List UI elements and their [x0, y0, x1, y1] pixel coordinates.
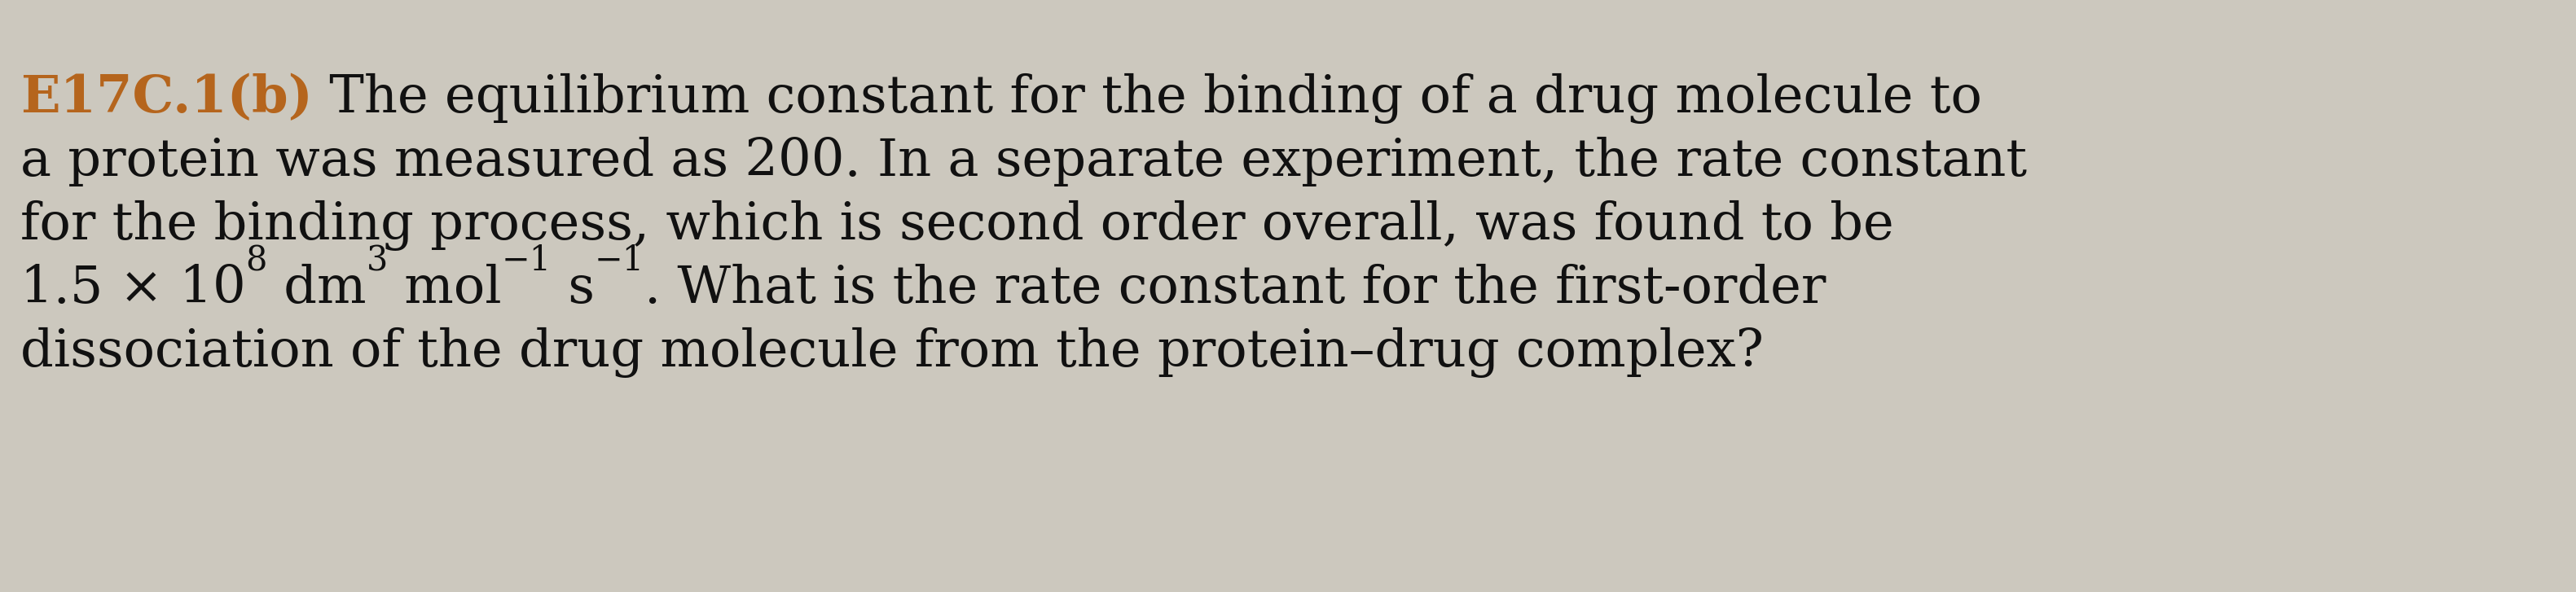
Text: dm: dm	[268, 263, 366, 313]
Text: −1: −1	[502, 244, 551, 278]
Text: −1: −1	[595, 244, 644, 278]
Text: 3: 3	[366, 244, 389, 278]
Text: dissociation of the drug molecule from the protein–drug complex?: dissociation of the drug molecule from t…	[21, 327, 1765, 378]
Text: The equilibrium constant for the binding of a drug molecule to: The equilibrium constant for the binding…	[312, 73, 1981, 124]
Text: mol: mol	[389, 263, 502, 313]
Text: E17C.1(b): E17C.1(b)	[21, 73, 312, 123]
Text: for the binding process, which is second order overall, was found to be: for the binding process, which is second…	[21, 200, 1893, 251]
Text: . What is the rate constant for the first-order: . What is the rate constant for the firs…	[644, 263, 1826, 313]
Text: s: s	[551, 263, 595, 313]
Text: 1.5 × 10: 1.5 × 10	[21, 263, 245, 313]
Text: 8: 8	[245, 244, 268, 278]
Text: a protein was measured as 200. In a separate experiment, the rate constant: a protein was measured as 200. In a sepa…	[21, 137, 2027, 186]
